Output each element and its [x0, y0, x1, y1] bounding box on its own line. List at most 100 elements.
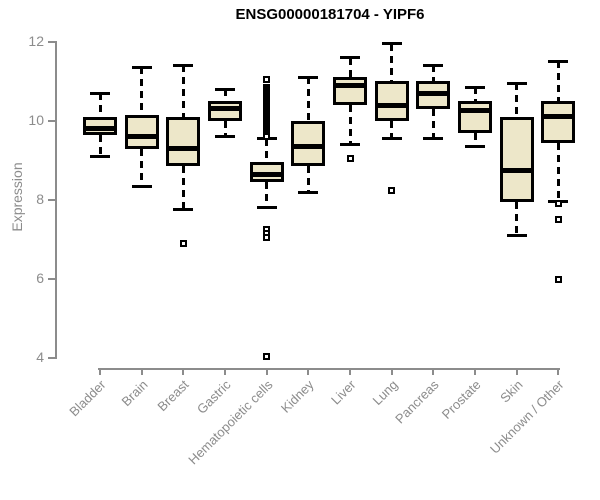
outlier-point	[346, 154, 354, 162]
x-tick	[140, 368, 143, 375]
y-tick-label: 4	[36, 349, 44, 366]
y-tick	[48, 40, 55, 43]
upper-whisker-cap	[423, 63, 444, 67]
y-tick-label: 6	[36, 270, 44, 287]
median-line	[124, 134, 159, 140]
upper-whisker-line	[390, 43, 394, 82]
lower-whisker-line	[98, 134, 102, 157]
median-line	[458, 108, 493, 114]
upper-whisker-cap	[465, 85, 486, 89]
upper-whisker-line	[556, 61, 560, 102]
x-tick	[432, 368, 435, 375]
lower-whisker-line	[223, 120, 227, 137]
outlier-point	[388, 186, 396, 194]
outlier-point	[554, 275, 562, 283]
x-tick	[224, 368, 226, 375]
outlier-point	[263, 234, 271, 242]
median-line	[249, 171, 284, 177]
y-tick-label: 8	[36, 191, 44, 207]
lower-whisker-line	[473, 132, 477, 147]
x-tick	[182, 368, 185, 375]
lower-whisker-cap	[298, 190, 319, 194]
lower-whisker-cap	[465, 145, 486, 149]
box	[374, 81, 409, 121]
box	[291, 120, 326, 167]
median-line	[291, 144, 326, 150]
x-tick	[349, 368, 352, 375]
upper-whisker-cap	[506, 81, 527, 85]
median-line	[499, 167, 534, 173]
y-tick	[48, 278, 55, 281]
upper-whisker-line	[140, 67, 144, 115]
median-line	[374, 102, 409, 108]
lower-whisker-cap	[423, 137, 444, 141]
y-axis-line	[55, 40, 57, 360]
x-tick	[307, 368, 310, 375]
box	[499, 116, 534, 202]
lower-whisker-cap	[90, 154, 110, 158]
lower-whisker-line	[431, 108, 435, 139]
upper-whisker-cap	[340, 56, 361, 60]
median-line	[333, 82, 368, 88]
lower-whisker-line	[265, 182, 269, 208]
box	[166, 116, 201, 167]
lower-whisker-cap	[173, 208, 194, 212]
lower-whisker-cap	[215, 135, 235, 139]
median-line	[541, 114, 576, 120]
y-tick	[48, 357, 55, 360]
outlier-point	[263, 352, 271, 360]
x-axis-line	[98, 368, 561, 370]
x-tick	[515, 368, 518, 375]
box	[541, 101, 576, 143]
outlier-point	[263, 75, 271, 83]
upper-whisker-line	[431, 65, 435, 82]
y-tick-label: 10	[28, 111, 44, 128]
lower-whisker-cap	[256, 206, 277, 210]
y-tick	[48, 199, 55, 201]
upper-whisker-cap	[298, 75, 319, 79]
upper-whisker-cap	[381, 42, 402, 46]
upper-whisker-cap	[173, 63, 194, 67]
lower-whisker-line	[556, 142, 560, 202]
outlier-point	[554, 200, 562, 208]
lower-whisker-line	[390, 120, 394, 139]
upper-whisker-line	[181, 65, 185, 117]
lower-whisker-line	[140, 148, 144, 187]
box	[333, 77, 368, 105]
y-tick	[48, 119, 55, 122]
lower-whisker-cap	[131, 184, 152, 188]
x-tick	[265, 368, 268, 375]
median-line	[208, 106, 242, 112]
median-line	[166, 146, 201, 152]
outlier-point	[179, 240, 187, 248]
x-tick	[390, 368, 393, 375]
upper-whisker-cap	[215, 87, 235, 91]
median-line	[83, 126, 117, 132]
x-tick	[557, 368, 560, 375]
box	[124, 114, 159, 149]
upper-whisker-line	[306, 77, 310, 121]
lower-whisker-cap	[340, 143, 361, 147]
upper-whisker-line	[473, 87, 477, 102]
lower-whisker-cap	[506, 234, 527, 238]
x-tick	[99, 368, 101, 375]
upper-whisker-cap	[131, 65, 152, 69]
chart-title: ENSG00000181704 - YIPF6	[235, 6, 425, 23]
x-tick	[474, 368, 477, 375]
y-tick-label: 12	[28, 32, 44, 49]
upper-whisker-line	[265, 138, 269, 163]
lower-whisker-line	[181, 166, 185, 210]
upper-whisker-line	[98, 93, 102, 117]
upper-whisker-line	[348, 57, 352, 78]
outlier-point	[554, 216, 562, 224]
lower-whisker-line	[348, 105, 352, 145]
upper-whisker-cap	[548, 59, 569, 63]
median-line	[416, 90, 451, 96]
outlier-point	[263, 133, 271, 141]
lower-whisker-cap	[381, 137, 402, 141]
lower-whisker-line	[306, 166, 310, 193]
upper-whisker-cap	[90, 91, 110, 95]
upper-whisker-line	[515, 83, 519, 117]
